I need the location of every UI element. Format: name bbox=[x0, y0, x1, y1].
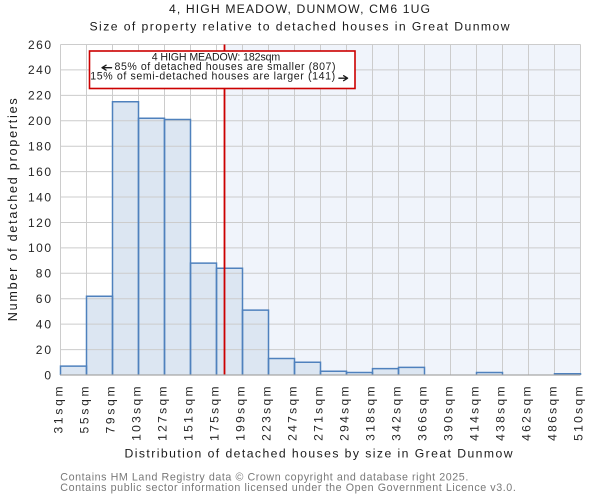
svg-text:Number of detached properties: Number of detached properties bbox=[6, 98, 20, 321]
svg-text:175sqm: 175sqm bbox=[208, 387, 222, 441]
svg-text:Contains public sector informa: Contains public sector information licen… bbox=[60, 482, 515, 494]
svg-text:342sqm: 342sqm bbox=[390, 387, 404, 441]
svg-text:462sqm: 462sqm bbox=[520, 387, 534, 441]
svg-text:120: 120 bbox=[28, 216, 51, 230]
svg-text:220: 220 bbox=[28, 89, 51, 103]
svg-text:0: 0 bbox=[44, 368, 51, 382]
svg-text:Size of property relative to d: Size of property relative to detached ho… bbox=[90, 19, 510, 33]
svg-text:20: 20 bbox=[36, 343, 52, 357]
svg-text:15% of semi-detached houses ar: 15% of semi-detached houses are larger (… bbox=[90, 71, 335, 83]
svg-text:85% of detached houses are sma: 85% of detached houses are smaller (807) bbox=[115, 61, 336, 73]
svg-text:414sqm: 414sqm bbox=[468, 387, 482, 441]
svg-text:510sqm: 510sqm bbox=[572, 387, 586, 441]
svg-text:4 HIGH MEADOW: 182sqm: 4 HIGH MEADOW: 182sqm bbox=[152, 51, 281, 63]
svg-text:Distribution of detached house: Distribution of detached houses by size … bbox=[125, 447, 513, 461]
svg-text:271sqm: 271sqm bbox=[312, 387, 326, 441]
svg-text:151sqm: 151sqm bbox=[182, 387, 196, 441]
svg-text:127sqm: 127sqm bbox=[156, 387, 170, 441]
svg-text:40: 40 bbox=[36, 317, 52, 331]
svg-text:100: 100 bbox=[28, 241, 51, 255]
svg-text:294sqm: 294sqm bbox=[338, 387, 352, 441]
svg-text:60: 60 bbox=[36, 292, 52, 306]
svg-text:180: 180 bbox=[28, 139, 51, 153]
svg-text:366sqm: 366sqm bbox=[416, 387, 430, 441]
svg-text:160: 160 bbox=[28, 165, 51, 179]
svg-text:223sqm: 223sqm bbox=[260, 387, 274, 441]
svg-text:199sqm: 199sqm bbox=[234, 387, 248, 441]
svg-text:200: 200 bbox=[28, 114, 51, 128]
svg-text:318sqm: 318sqm bbox=[364, 387, 378, 441]
svg-text:240: 240 bbox=[28, 63, 51, 77]
svg-text:140: 140 bbox=[28, 190, 51, 204]
svg-text:390sqm: 390sqm bbox=[442, 387, 456, 441]
svg-text:103sqm: 103sqm bbox=[130, 387, 144, 441]
svg-text:486sqm: 486sqm bbox=[546, 387, 560, 441]
svg-text:Contains HM Land Registry data: Contains HM Land Registry data © Crown c… bbox=[60, 471, 468, 483]
svg-text:247sqm: 247sqm bbox=[286, 387, 300, 441]
svg-text:438sqm: 438sqm bbox=[494, 387, 508, 441]
svg-text:80: 80 bbox=[36, 267, 52, 281]
svg-text:260: 260 bbox=[28, 38, 51, 52]
svg-text:4, HIGH MEADOW, DUNMOW, CM6 1U: 4, HIGH MEADOW, DUNMOW, CM6 1UG bbox=[169, 2, 430, 16]
